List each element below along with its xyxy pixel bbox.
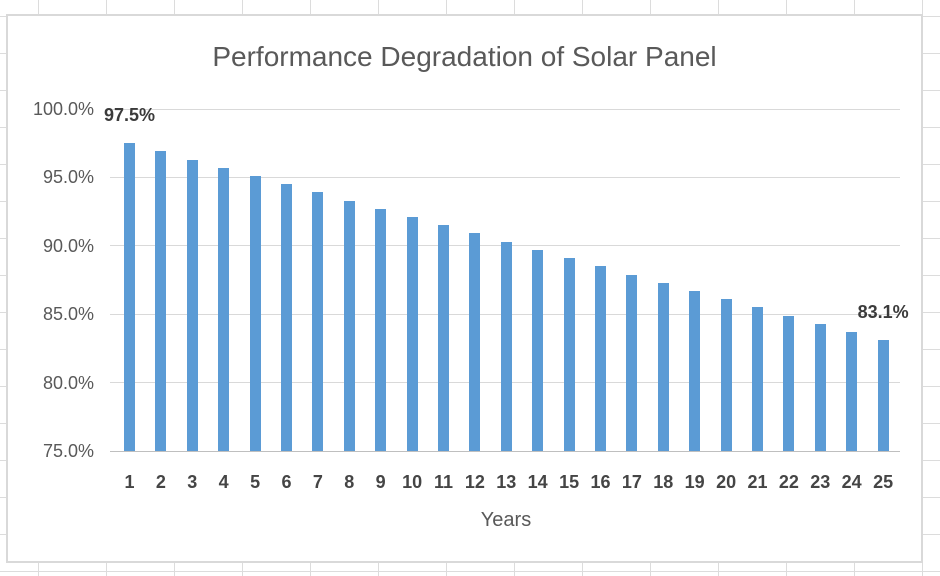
y-axis-tick-label: 80.0% bbox=[42, 372, 94, 393]
x-axis-tick-label: 21 bbox=[747, 472, 768, 492]
data-label-year-1: 97.5% bbox=[103, 105, 156, 126]
y-axis-tick-label: 90.0% bbox=[42, 235, 94, 256]
bar-year-17[interactable] bbox=[626, 274, 638, 451]
x-axis-tick-label: 9 bbox=[375, 472, 386, 492]
gridline bbox=[110, 108, 900, 110]
bar-year-11[interactable] bbox=[438, 225, 449, 451]
x-axis-tick-label: 10 bbox=[402, 472, 423, 492]
bar-year-3[interactable] bbox=[186, 159, 198, 451]
x-axis-tick-label: 16 bbox=[590, 472, 611, 492]
x-axis-tick-label: 6 bbox=[281, 472, 292, 492]
bar-year-25[interactable] bbox=[877, 340, 889, 451]
x-axis-tick-label: 13 bbox=[496, 472, 517, 492]
bar-year-18[interactable] bbox=[657, 282, 669, 451]
y-axis-tick-label: 95.0% bbox=[42, 167, 94, 188]
bar-year-2[interactable] bbox=[155, 151, 167, 451]
bar-year-15[interactable] bbox=[563, 258, 575, 451]
y-axis-tick-label: 100.0% bbox=[32, 99, 94, 119]
x-axis-tick-label: 8 bbox=[344, 472, 355, 492]
bar-year-23[interactable] bbox=[814, 323, 826, 451]
chart-title[interactable]: Performance Degradation of Solar Panel bbox=[212, 41, 717, 72]
x-axis-tick-label: 3 bbox=[187, 472, 198, 492]
x-axis-tick-label: 25 bbox=[873, 472, 894, 492]
bar-year-21[interactable] bbox=[752, 307, 763, 451]
x-axis-tick-label: 1 bbox=[124, 472, 135, 492]
bar-year-9[interactable] bbox=[375, 208, 387, 451]
x-axis-tick-label: 23 bbox=[810, 472, 831, 492]
gridline bbox=[110, 176, 900, 178]
x-axis-tick-label: 20 bbox=[716, 472, 737, 492]
x-axis-tick-label: 18 bbox=[653, 472, 674, 492]
bar-year-16[interactable] bbox=[595, 266, 606, 451]
bar-year-22[interactable] bbox=[783, 315, 795, 451]
x-axis-tick-label: 2 bbox=[155, 472, 166, 492]
x-axis-tick-label: 24 bbox=[841, 472, 862, 492]
x-axis-tick-label: 17 bbox=[621, 472, 642, 492]
bar-year-6[interactable] bbox=[281, 184, 292, 451]
x-axis-tick-label: 19 bbox=[684, 472, 705, 492]
bar-year-19[interactable] bbox=[689, 290, 701, 451]
bar-year-5[interactable] bbox=[249, 176, 261, 451]
x-axis-tick-label: 7 bbox=[312, 472, 323, 492]
chart[interactable]: Performance Degradation of Solar Panel 1… bbox=[6, 14, 923, 563]
bar-year-12[interactable] bbox=[469, 233, 481, 451]
x-axis-line bbox=[110, 450, 900, 452]
data-label-year-25: 83.1% bbox=[857, 302, 909, 323]
x-axis-tick-label: 11 bbox=[433, 472, 454, 492]
bar-year-1[interactable] bbox=[124, 143, 135, 451]
bar-year-8[interactable] bbox=[343, 200, 355, 451]
x-axis-tick-label: 15 bbox=[559, 472, 580, 492]
x-axis-tick-label: 5 bbox=[250, 472, 261, 492]
bar-year-20[interactable] bbox=[720, 299, 732, 451]
x-axis-tick-label: 14 bbox=[527, 472, 548, 492]
x-axis-tick-label: 12 bbox=[464, 472, 485, 492]
bar-year-13[interactable] bbox=[500, 241, 512, 451]
bar-year-14[interactable] bbox=[532, 249, 544, 451]
y-axis-tick-label: 75.0% bbox=[42, 441, 94, 461]
plot-area: 1 2 3 4 5 6 7 8 9 10 11 12 13 14 15 16 17 18 19 20 21 22 23 24 2… bbox=[104, 105, 909, 492]
bar-year-24[interactable] bbox=[846, 331, 858, 451]
y-axis-tick-label: 85.0% bbox=[42, 304, 94, 325]
bar-year-4[interactable] bbox=[218, 167, 230, 451]
x-axis-tick-label: 22 bbox=[778, 472, 799, 492]
x-axis-title: Years bbox=[480, 509, 532, 531]
x-axis-tick-label: 4 bbox=[218, 472, 229, 492]
bar-year-7[interactable] bbox=[312, 192, 324, 451]
bar-year-10[interactable] bbox=[406, 217, 418, 451]
